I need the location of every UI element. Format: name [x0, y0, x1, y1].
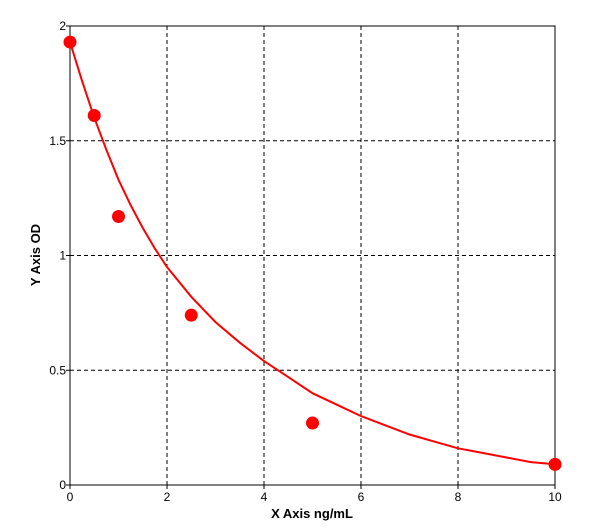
y-tick-label: 1	[59, 249, 66, 263]
grid	[70, 26, 555, 485]
fitted-curve	[69, 41, 556, 466]
x-axis-title: X Axis ng/mL	[271, 506, 353, 521]
x-tick-label: 10	[548, 490, 562, 504]
data-point	[112, 209, 125, 223]
y-axis-title: Y Axis OD	[28, 224, 43, 286]
data-point	[63, 35, 77, 49]
data-point	[548, 457, 562, 471]
series	[63, 35, 562, 471]
data-point	[87, 109, 101, 123]
x-tick-label: 4	[261, 490, 268, 504]
y-tick-label: 2	[59, 19, 66, 33]
x-tick-label: 0	[67, 490, 74, 504]
y-tick-label: 1.5	[49, 134, 66, 148]
x-tick-label: 8	[455, 490, 462, 504]
y-axis-ticks: 0 0.5 1 1.5 2	[49, 19, 70, 492]
x-tick-label: 6	[358, 490, 365, 504]
data-point	[184, 308, 198, 322]
x-axis-ticks: 0 2 4 6 8 10	[67, 485, 562, 504]
y-tick-label: 0.5	[49, 363, 66, 377]
x-tick-label: 2	[164, 490, 171, 504]
data-point	[306, 416, 319, 430]
y-tick-label: 0	[59, 478, 66, 492]
